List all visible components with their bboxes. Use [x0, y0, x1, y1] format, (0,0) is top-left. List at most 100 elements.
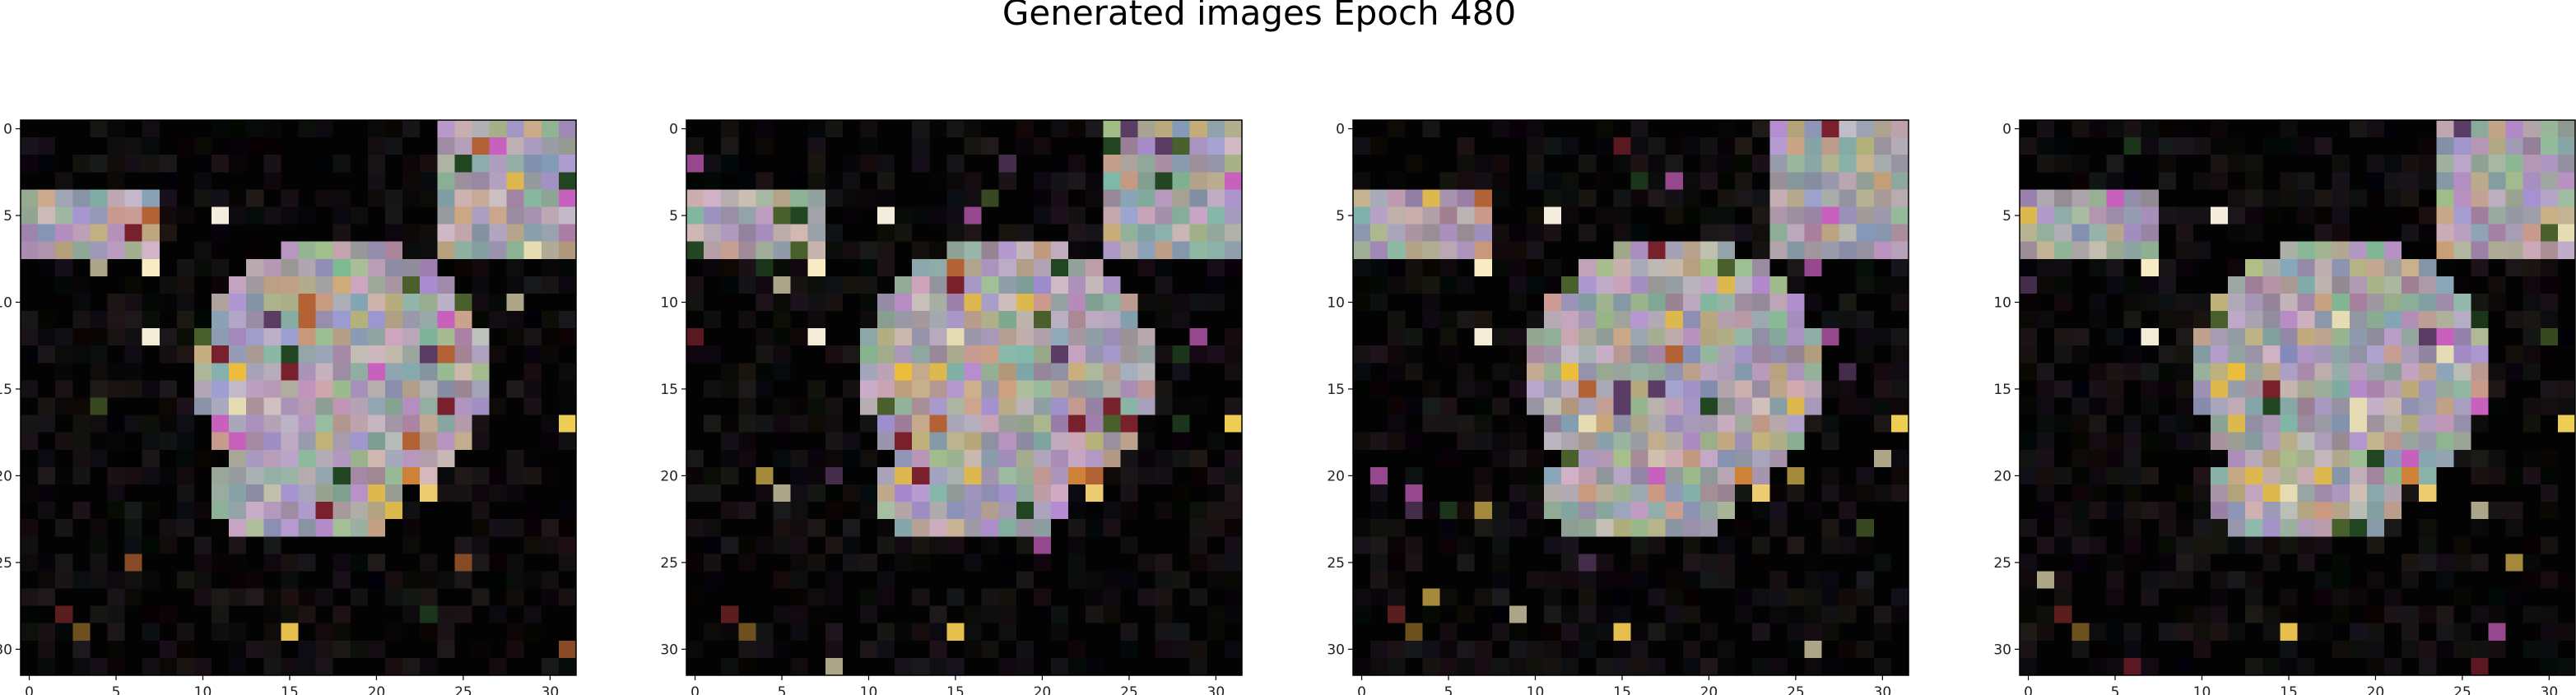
pixel-cell: [246, 189, 264, 207]
pixel-cell: [1769, 571, 1788, 589]
pixel-cell: [72, 189, 91, 207]
pixel-cell: [704, 380, 722, 398]
pixel-cell: [2106, 224, 2124, 242]
pixel-cell: [107, 502, 125, 520]
pixel-cell: [2262, 484, 2281, 503]
pixel-cell: [738, 224, 756, 242]
pixel-cell: [2557, 258, 2576, 277]
pixel-cell: [176, 155, 195, 173]
pixel-cell: [2245, 623, 2263, 642]
pixel-cell: [1613, 155, 1631, 173]
pixel-cell: [1682, 588, 1701, 606]
pixel-cell: [1172, 172, 1191, 190]
pixel-cell: [1405, 328, 1423, 346]
pixel-cell: [246, 502, 264, 520]
pixel-cell: [489, 206, 507, 225]
pixel-cell: [1137, 571, 1155, 589]
pixel-cell: [2141, 466, 2160, 485]
pixel-cell: [558, 449, 577, 468]
pixel-cell: [1120, 397, 1138, 415]
pixel-cell: [1561, 241, 1579, 260]
pixel-cell: [332, 588, 351, 606]
pixel-cell: [21, 258, 39, 277]
pixel-cell: [1769, 432, 1788, 451]
pixel-cell: [2192, 397, 2211, 415]
pixel-cell: [332, 397, 351, 415]
pixel-cell: [420, 519, 438, 537]
pixel-cell: [1873, 657, 1892, 676]
pixel-cell: [2332, 380, 2350, 398]
pixel-cell: [142, 519, 160, 537]
pixel-cell: [1665, 449, 1684, 468]
pixel-cell: [773, 536, 791, 554]
pixel-cell: [1787, 224, 1805, 242]
y-tick-label: 0: [669, 122, 678, 138]
pixel-cell: [2158, 432, 2177, 451]
pixel-cell: [2402, 380, 2420, 398]
pixel-cell: [558, 172, 577, 190]
pixel-cell: [55, 345, 73, 364]
pixel-cell: [523, 363, 542, 381]
pixel-cell: [2488, 432, 2506, 451]
pixel-cell: [825, 484, 844, 503]
pixel-cell: [1457, 155, 1475, 173]
pixel-cell: [2453, 258, 2471, 277]
pixel-cell: [402, 466, 421, 485]
pixel-cell: [895, 449, 913, 468]
pixel-cell: [1769, 449, 1788, 468]
pixel-cell: [558, 571, 577, 589]
pixel-cell: [1700, 241, 1718, 260]
pixel-cell: [72, 640, 91, 659]
pixel-cell: [1752, 363, 1770, 381]
pixel-cell: [1086, 605, 1104, 624]
pixel-cell: [1579, 276, 1597, 294]
pixel-cell: [454, 449, 472, 468]
pixel-cell: [1752, 311, 1770, 329]
pixel-cell: [38, 415, 56, 433]
pixel-cell: [2453, 224, 2471, 242]
pixel-cell: [2557, 502, 2576, 520]
pixel-cell: [2211, 345, 2229, 364]
pixel-cell: [1033, 345, 1052, 364]
pixel-cell: [72, 206, 91, 225]
y-tick-label: 0: [3, 122, 12, 138]
pixel-cell: [964, 519, 982, 537]
pixel-cell: [2054, 380, 2072, 398]
pixel-cell: [1544, 397, 1562, 415]
pixel-cell: [1224, 206, 1243, 225]
pixel-cell: [877, 380, 895, 398]
pixel-cell: [541, 605, 560, 624]
pixel-cell: [402, 172, 421, 190]
pixel-cell: [1665, 311, 1684, 329]
pixel-cell: [773, 502, 791, 520]
pixel-cell: [1137, 415, 1155, 433]
pixel-cell: [2383, 657, 2402, 676]
pixel-cell: [1103, 363, 1121, 381]
pixel-cell: [2228, 623, 2246, 642]
pixel-cell: [541, 415, 560, 433]
pixel-cell: [454, 345, 472, 364]
pixel-cell: [1613, 311, 1631, 329]
pixel-cell: [2471, 536, 2489, 554]
pixel-cell: [1509, 571, 1527, 589]
pixel-cell: [2419, 155, 2437, 173]
pixel-cell: [1370, 363, 1388, 381]
pixel-cell: [2488, 241, 2506, 260]
pixel-cell: [895, 155, 913, 173]
pixel-cell: [212, 380, 230, 398]
pixel-cell: [2505, 397, 2524, 415]
pixel-cell: [1120, 137, 1138, 155]
pixel-cell: [558, 588, 577, 606]
pixel-cell: [2488, 449, 2506, 468]
pixel-cell: [1561, 276, 1579, 294]
pixel-cell: [1821, 345, 1839, 364]
pixel-cell: [1735, 605, 1753, 624]
pixel-cell: [437, 293, 455, 312]
pixel-cell: [1717, 466, 1736, 485]
pixel-cell: [1890, 397, 1909, 415]
pixel-cell: [2089, 588, 2107, 606]
pixel-cell: [2453, 588, 2471, 606]
pixel-cell: [895, 189, 913, 207]
pixel-cell: [1509, 206, 1527, 225]
y-tick-label: 15: [1327, 382, 1345, 398]
